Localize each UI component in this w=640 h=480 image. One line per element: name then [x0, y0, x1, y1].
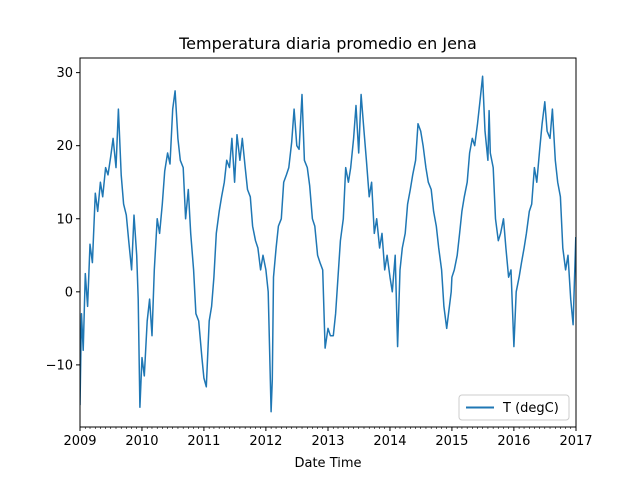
legend-box — [458, 394, 570, 421]
legend: T (degC) — [458, 394, 570, 421]
y-tick-label: 30 — [56, 66, 73, 81]
x-axis-label: Date Time — [294, 456, 361, 471]
y-tick-label: −10 — [46, 358, 73, 373]
legend-label: T (degC) — [502, 401, 559, 416]
x-tick-label: 2015 — [435, 434, 468, 449]
x-axis: 2009 2010 2011 2012 2013 2014 2015 2016 2017 — [63, 427, 593, 449]
x-tick-label: 2014 — [373, 434, 406, 449]
y-tick-label: 20 — [56, 139, 73, 154]
x-tick-label: 2017 — [559, 434, 592, 449]
x-tick-label: 2016 — [497, 434, 530, 449]
y-tick-label: 10 — [56, 212, 73, 227]
x-tick-label: 2011 — [187, 434, 220, 449]
y-tick-label: 0 — [65, 285, 73, 300]
y-axis: −10 0 10 20 30 — [46, 66, 80, 373]
x-tick-label: 2013 — [311, 434, 344, 449]
chart-title: Temperatura diaria promedio en Jena — [178, 34, 477, 53]
x-tick-label: 2012 — [249, 434, 282, 449]
series-line-t-degc — [80, 75, 576, 413]
series-layer — [80, 75, 576, 413]
x-tick-label: 2009 — [63, 434, 96, 449]
x-tick-label: 2010 — [125, 434, 158, 449]
